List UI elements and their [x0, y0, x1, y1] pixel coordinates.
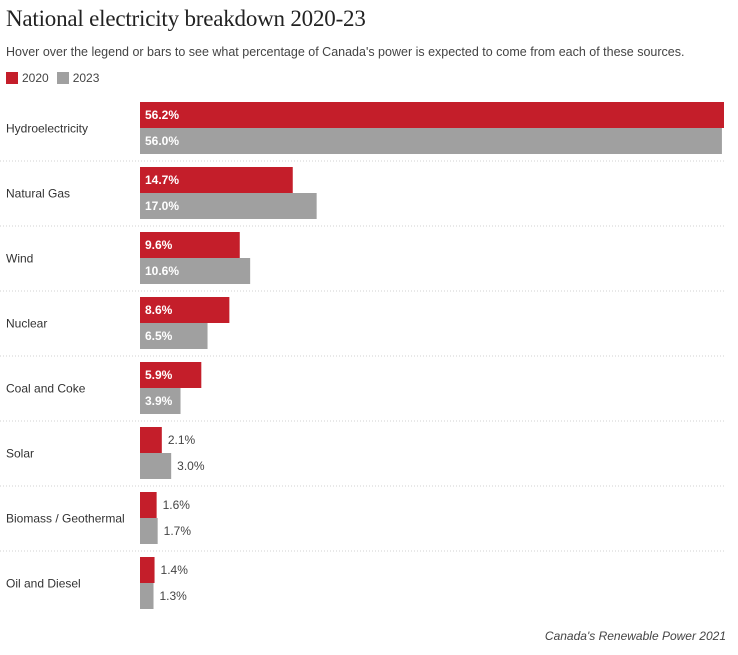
category-label: Oil and Diesel: [6, 577, 81, 591]
category-label: Hydroelectricity: [6, 122, 88, 136]
data-label: 14.7%: [145, 173, 179, 187]
data-label: 56.2%: [145, 108, 179, 122]
category-label: Solar: [6, 447, 34, 461]
legend-item-2023[interactable]: 2023: [56, 71, 100, 85]
bar-2020[interactable]: [140, 427, 162, 453]
data-label: 10.6%: [145, 264, 179, 278]
bar-2023[interactable]: [140, 258, 251, 284]
chart-subtitle: Hover over the legend or bars to see wha…: [6, 45, 685, 59]
bar-2023[interactable]: [140, 518, 158, 544]
data-label: 1.6%: [163, 498, 191, 512]
bar-2023[interactable]: [140, 583, 154, 609]
bar-2020[interactable]: [140, 557, 155, 583]
bar-2020[interactable]: [140, 492, 157, 518]
bar-2023[interactable]: [140, 453, 172, 479]
chart-title: National electricity breakdown 2020-23: [6, 6, 366, 31]
data-label: 1.7%: [164, 524, 192, 538]
bar-2023[interactable]: [140, 193, 317, 219]
category-label: Natural Gas: [6, 187, 70, 201]
category-label: Nuclear: [6, 317, 47, 331]
legend-swatch-2023: [56, 72, 69, 84]
bar-2020[interactable]: [140, 297, 230, 323]
data-label: 1.4%: [161, 563, 189, 577]
legend-label-2023: 2023: [72, 71, 100, 85]
bar-2023[interactable]: [140, 388, 181, 414]
category-label: Biomass / Geothermal: [6, 512, 125, 526]
data-label: 56.0%: [145, 134, 179, 148]
data-label: 8.6%: [145, 303, 173, 317]
source-note: Canada's Renewable Power 2021: [544, 629, 726, 643]
data-label: 6.5%: [145, 329, 173, 343]
legend: 2020 2023: [6, 71, 107, 85]
bar-2020[interactable]: [140, 232, 240, 258]
bar-2020[interactable]: [140, 362, 202, 388]
legend-item-2020[interactable]: 2020: [6, 71, 49, 85]
data-label: 17.0%: [145, 199, 179, 213]
data-label: 3.9%: [145, 394, 173, 408]
legend-label-2020: 2020: [22, 71, 49, 85]
bar-2020[interactable]: [140, 167, 293, 193]
bar-2020[interactable]: [140, 102, 724, 128]
bar-2023[interactable]: [140, 323, 208, 349]
category-label: Wind: [6, 252, 33, 266]
data-label: 9.6%: [145, 238, 173, 252]
data-label: 2.1%: [168, 433, 196, 447]
data-label: 3.0%: [177, 459, 205, 473]
legend-swatch-2020: [6, 72, 18, 84]
category-label: Coal and Coke: [6, 382, 86, 396]
data-label: 1.3%: [160, 589, 188, 603]
bar-2023[interactable]: [140, 128, 722, 154]
data-label: 5.9%: [145, 368, 173, 382]
